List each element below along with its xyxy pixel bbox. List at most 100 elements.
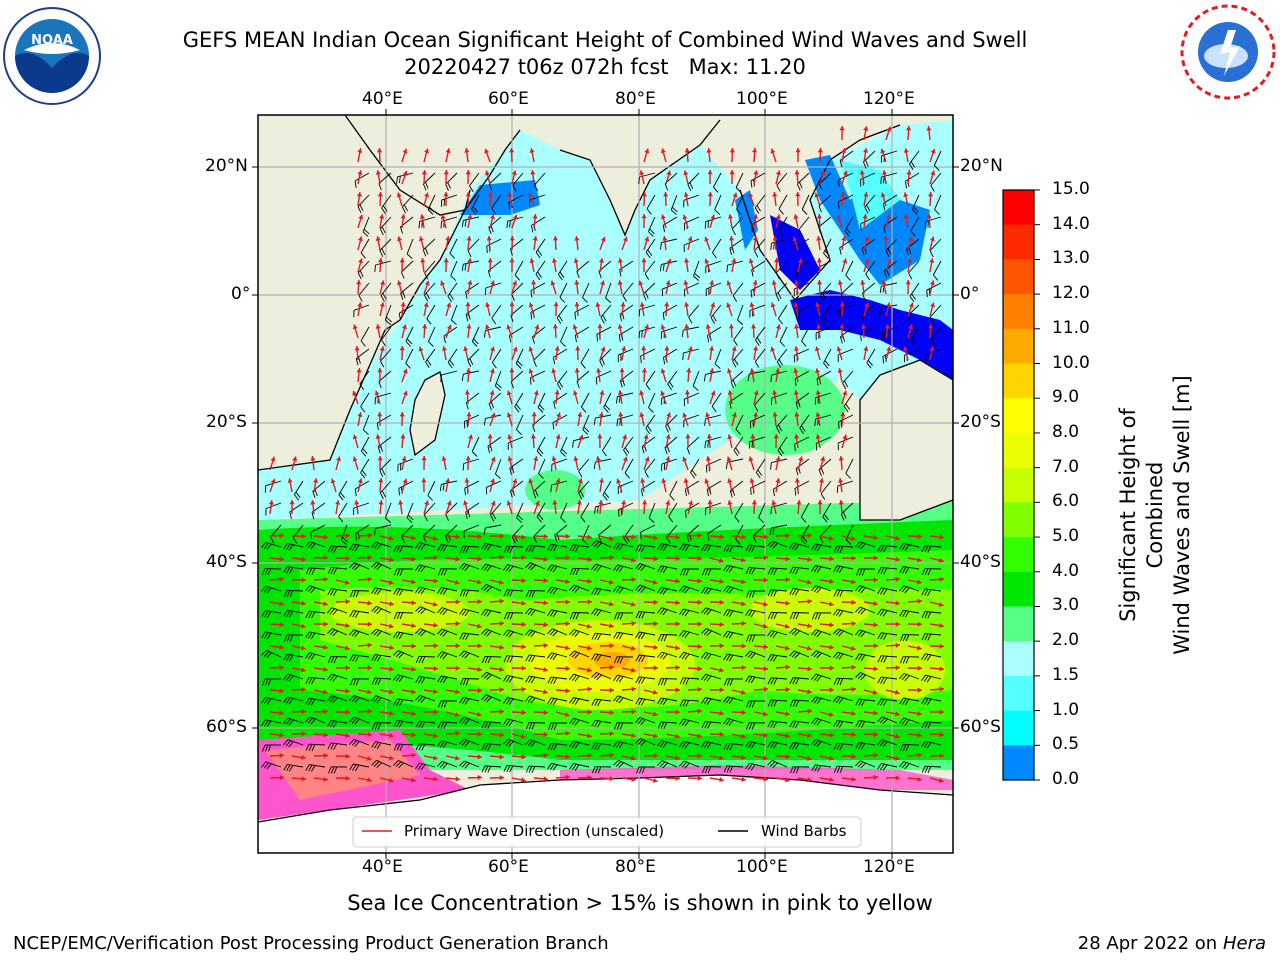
wave-arrow-head: [367, 665, 372, 671]
wind-barb-feather: [355, 590, 360, 598]
wind-barb-feather: [515, 403, 521, 410]
wave-arrow-head: [929, 346, 935, 351]
wind-barb-feather: [778, 318, 783, 325]
wind-barb-feather: [882, 356, 885, 364]
wave-arrow-head: [599, 390, 605, 395]
wind-barb-feather: [483, 330, 486, 338]
wind-barb: [427, 326, 436, 342]
wind-barb-feather: [692, 385, 699, 391]
wind-barb-feather: [714, 363, 721, 369]
wind-barb-feather: [904, 181, 908, 189]
wind-barb-feather: [569, 612, 574, 620]
wind-barb-feather: [330, 567, 335, 575]
colorbar-segment: [1003, 675, 1034, 712]
wave-arrow-head: [881, 280, 887, 285]
wave-arrow-head: [851, 732, 856, 738]
wind-barb-feather: [795, 766, 800, 774]
wind-barb-feather: [486, 246, 488, 254]
wave-arrow-head: [917, 665, 922, 671]
wind-barb-feather: [883, 633, 888, 640]
wind-barb-feather: [395, 675, 401, 682]
wind-barb: [534, 172, 546, 186]
wind-barb-feather: [685, 678, 690, 685]
wind-barb-feather: [285, 674, 291, 681]
wind-barb-feather: [594, 743, 599, 750]
wind-barb: [640, 524, 656, 533]
wave-arrow-head: [402, 478, 408, 484]
wind-barb-feather: [773, 568, 778, 575]
wind-barb-feather: [305, 652, 310, 659]
wind-barb-feather: [930, 316, 934, 324]
wind-barb-feather: [442, 763, 448, 769]
wind-barb-feather: [657, 721, 662, 729]
wind-barb-feather: [615, 586, 621, 593]
wind-barb-feather: [440, 221, 443, 229]
wave-arrow-head: [420, 258, 426, 263]
wind-barb-feather: [341, 536, 348, 543]
wave-arrow-head: [829, 622, 834, 628]
wave-arrow-head: [433, 665, 438, 672]
map-legend: [352, 816, 862, 848]
wind-barb-feather: [706, 489, 709, 497]
wind-barb-feather: [844, 230, 850, 237]
wind-barb-feather: [796, 183, 801, 191]
wind-barb-feather: [855, 585, 861, 592]
wave-arrow-head: [727, 390, 733, 395]
colorbar-tick-label: 11.0: [1052, 317, 1090, 338]
wind-barb-feather: [417, 565, 423, 572]
wave-arrow-head: [929, 258, 935, 263]
wind-barb-feather: [422, 249, 427, 257]
wind-barb-feather: [757, 469, 763, 476]
wave-arrow-head: [838, 456, 844, 461]
wind-barb-feather: [814, 544, 819, 551]
wave-arrow-head: [928, 324, 934, 329]
wind-barb-feather: [924, 766, 929, 773]
wind-barb-feather: [754, 250, 759, 258]
wind-barb: [463, 524, 480, 532]
wind-barb-feather: [352, 764, 357, 771]
wave-arrow-head: [762, 623, 768, 629]
wind-barb-feather: [707, 533, 710, 541]
wind-barb-feather: [838, 697, 844, 704]
wind-barb-feather: [494, 385, 501, 391]
wave-arrow-head: [861, 324, 867, 329]
wave-arrow-head: [389, 666, 394, 672]
wave-arrow-head: [796, 500, 802, 505]
wind-barb-feather: [505, 719, 511, 726]
wind-barb-feather: [619, 656, 624, 664]
wind-barb-feather: [789, 542, 794, 549]
wave-arrow-head: [719, 643, 724, 649]
wave-arrow-head: [718, 558, 724, 563]
colorbar-segment: [1003, 710, 1034, 746]
wave-arrow-head: [379, 214, 385, 219]
wave-arrow-head: [506, 324, 512, 330]
wave-arrow-head: [421, 170, 427, 175]
wave-arrow-head: [795, 148, 801, 153]
wind-barb-feather: [467, 510, 471, 518]
wave-arrow-head: [814, 346, 820, 352]
wave-arrow-head: [719, 599, 724, 605]
wave-arrow-head: [618, 390, 624, 395]
wind-barb-feather: [352, 678, 357, 686]
wind-barb: [646, 194, 656, 210]
wind-barb-feather: [751, 722, 756, 730]
wind-barb-feather: [707, 545, 712, 552]
wind-barb: [423, 502, 436, 516]
wind-barb-feather: [883, 176, 885, 184]
wave-arrow-head: [608, 536, 614, 541]
wave-arrow-head: [300, 623, 306, 629]
wave-arrow-head: [675, 645, 680, 651]
wind-barb-feather: [748, 590, 753, 598]
wind-barb-feather: [797, 400, 801, 408]
wave-arrow-head: [484, 148, 490, 154]
wind-barb-feather: [791, 629, 798, 635]
wind-barb-feather: [899, 761, 905, 768]
wave-arrow-head: [375, 236, 381, 241]
wind-barb-feather: [530, 290, 533, 298]
wind-barb-feather: [447, 533, 451, 541]
wind-barb-feather: [594, 654, 599, 661]
wind-barb-feather: [735, 428, 742, 435]
wind-barb: [375, 260, 392, 266]
wave-arrow-head: [357, 148, 363, 153]
wave-arrow-head: [639, 170, 645, 176]
